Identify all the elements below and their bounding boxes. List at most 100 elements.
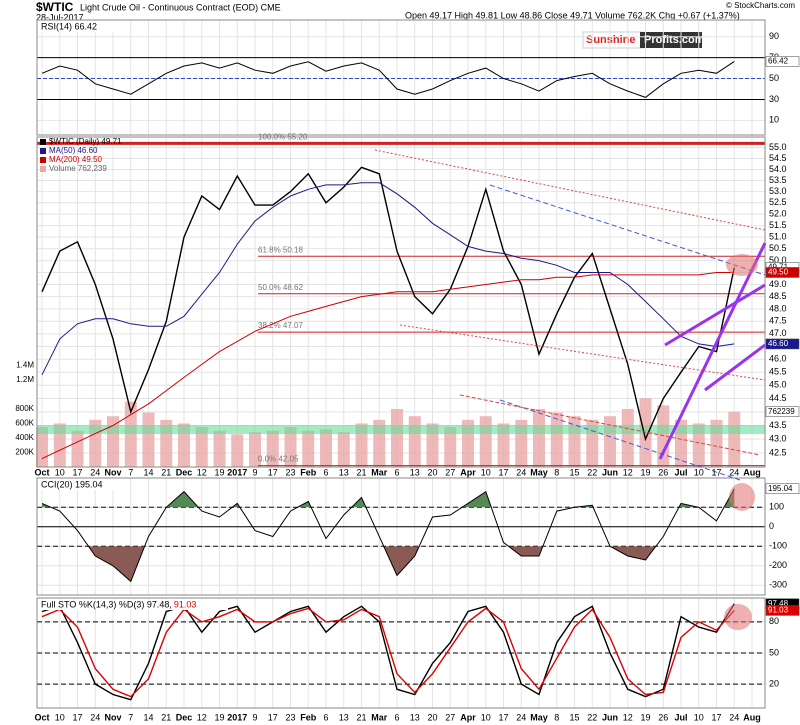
x-tick-label: 24 <box>516 712 526 722</box>
x-tick-label: 2017 <box>227 712 247 722</box>
x-tick-label: 8 <box>554 712 559 722</box>
x-tick-label: Apr <box>460 712 476 722</box>
value-box-label: 762239 <box>768 407 795 416</box>
support-band <box>37 425 765 434</box>
x-tick-label: May <box>530 712 548 722</box>
y-tick-label: 45.0 <box>769 380 787 390</box>
legend-label: $WTIC (Daily) 49.71 <box>49 137 122 146</box>
symbol: $WTIC <box>36 0 74 14</box>
x-tick-label: Dec <box>176 467 193 477</box>
x-tick-label: 26 <box>658 467 668 477</box>
y-tick-label: 52.0 <box>769 209 787 219</box>
y-tick-label: 48.0 <box>769 303 787 313</box>
volume-bar <box>479 416 492 467</box>
y-tick-label: 51.0 <box>769 231 787 241</box>
trend-line <box>399 324 766 381</box>
x-tick-label: 17 <box>498 467 508 477</box>
volume-bar <box>408 416 421 467</box>
volume-bar <box>142 412 155 467</box>
x-tick-label: Aug <box>743 467 761 477</box>
x-tick-label: Aug <box>743 712 761 722</box>
volume-bar <box>533 408 545 467</box>
volume-bar <box>213 430 226 467</box>
y-tick-label: 42.5 <box>769 447 787 457</box>
value-box-label: 49.50 <box>768 268 789 277</box>
x-tick-label: 2017 <box>227 467 247 477</box>
x-tick-label: 13 <box>339 467 349 477</box>
x-tick-label: 21 <box>161 712 171 722</box>
volume-bar <box>337 432 350 467</box>
x-tick-label: 15 <box>569 467 579 477</box>
x-tick-label: 13 <box>410 467 420 477</box>
value-box <box>765 406 800 417</box>
volume-bar <box>426 423 439 467</box>
panel-title-bg <box>38 21 128 32</box>
y-tick-label: 47.5 <box>769 316 787 326</box>
x-tick-label: Oct <box>34 467 49 477</box>
x-tick-label: 13 <box>410 712 420 722</box>
x-tick-label: 10 <box>694 467 704 477</box>
volume-bar <box>497 423 510 467</box>
volume-bar <box>355 423 368 467</box>
legend-swatch <box>40 157 46 163</box>
credit: © StockCharts.com <box>726 1 795 10</box>
x-tick-label: 17 <box>268 712 278 722</box>
indicator-line <box>41 60 735 98</box>
x-tick-label: Feb <box>300 712 317 722</box>
value-box <box>765 267 800 278</box>
y-tick-label: 50.5 <box>769 243 787 253</box>
y-tick-label: -200 <box>769 560 787 570</box>
volume-bar <box>195 427 208 467</box>
y-tick-label: 50 <box>769 647 779 657</box>
date: 28-Jul-2017 <box>36 12 84 22</box>
series-line <box>41 166 735 442</box>
volume-bar <box>266 430 279 467</box>
x-tick-label: Apr <box>460 467 476 477</box>
channel-line <box>664 283 766 347</box>
legend-label: MA(200) 49.50 <box>49 155 102 164</box>
x-tick-label: 8 <box>554 467 559 477</box>
x-tick-label: 24 <box>90 467 100 477</box>
x-tick-label: 19 <box>214 712 224 722</box>
x-tick-label: 17 <box>268 467 278 477</box>
x-tick-label: 24 <box>90 712 100 722</box>
y-tick-label: 44.5 <box>769 393 787 403</box>
x-tick-label: 22 <box>587 467 597 477</box>
series-line <box>41 182 735 376</box>
y-tick-label: 51.5 <box>769 220 787 230</box>
x-tick-label: 24 <box>516 467 526 477</box>
fib-label: 38.2% 47.07 <box>258 321 303 330</box>
instrument-name: Light Crude Oil - Continuous Contract (E… <box>80 2 281 12</box>
x-tick-label: 14 <box>143 467 153 477</box>
y-tick-label: 50 <box>769 73 779 83</box>
x-tick-label: Feb <box>300 467 317 477</box>
volume-bar <box>728 411 741 467</box>
x-tick-label: 12 <box>197 467 207 477</box>
panel-frame <box>36 136 766 468</box>
x-tick-label: 19 <box>214 467 224 477</box>
y-tick-label: 43.0 <box>769 434 787 444</box>
y-tick-label: 52.5 <box>769 197 787 207</box>
series-line <box>41 603 735 701</box>
x-tick-label: 7 <box>128 467 133 477</box>
panel-frame <box>36 597 766 709</box>
x-tick-label: Nov <box>104 467 121 477</box>
value-box-label: 97.48 <box>768 599 789 608</box>
y2-tick-label: 200K <box>15 448 34 457</box>
x-tick-label: 10 <box>55 712 65 722</box>
channel-line <box>658 242 767 460</box>
y-tick-label: 45.5 <box>769 367 787 377</box>
x-tick-label: 9 <box>252 467 257 477</box>
volume-bar <box>71 430 84 467</box>
indicator-line <box>41 488 735 583</box>
value-box <box>765 483 800 494</box>
trend-line <box>489 184 766 276</box>
y-tick-label: 53.0 <box>769 186 787 196</box>
x-tick-label: 6 <box>323 467 328 477</box>
x-tick-label: 9 <box>252 712 257 722</box>
series-line <box>41 607 735 698</box>
panel-title: RSI(14) 66.42 <box>41 21 97 31</box>
value-box-label: 66.42 <box>768 56 789 65</box>
y-tick-label: 80 <box>769 616 779 626</box>
